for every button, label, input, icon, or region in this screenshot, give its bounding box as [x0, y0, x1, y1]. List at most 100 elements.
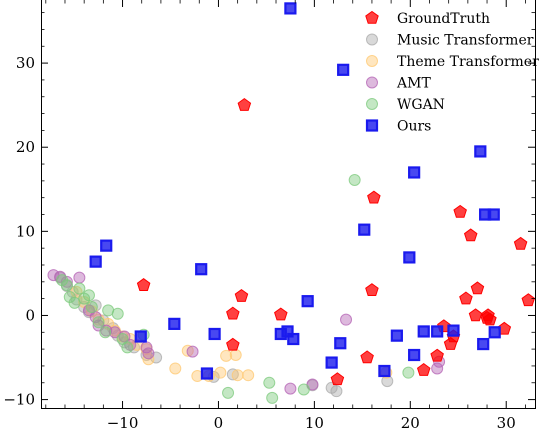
data-point-ours — [89, 255, 102, 268]
data-point-ours — [474, 145, 487, 158]
series-wgan — [56, 174, 415, 404]
data-point-ours — [325, 356, 338, 369]
data-point-theme-transformer — [242, 369, 255, 382]
legend-marker-ours — [365, 119, 379, 132]
x-tick-label: 10 — [305, 414, 324, 432]
data-point-amt — [284, 382, 297, 395]
data-point-ours — [301, 295, 314, 308]
plot-frame — [41, 0, 536, 409]
legend-marker-theme-transformer — [366, 55, 378, 67]
data-point-ours — [479, 208, 492, 221]
data-point-wgan — [121, 341, 134, 354]
data-point-theme-transformer — [220, 349, 233, 362]
data-point-wgan — [297, 383, 310, 396]
data-point-wgan — [92, 316, 105, 329]
legend-item-ours: Ours — [365, 119, 431, 135]
data-point-groundtruth — [234, 289, 249, 302]
data-point-theme-transformer — [214, 366, 227, 379]
data-point-ours — [100, 239, 113, 252]
data-point-amt — [340, 313, 353, 326]
data-point-ours — [408, 348, 421, 362]
data-point-groundtruth — [430, 348, 444, 362]
data-point-groundtruth — [360, 350, 374, 364]
data-point-groundtruth — [365, 283, 379, 296]
legend-item-amt: AMT — [366, 76, 431, 92]
data-point-wgan — [263, 376, 276, 389]
data-point-music-transformer — [330, 385, 343, 398]
data-point-groundtruth — [497, 321, 512, 335]
data-point-groundtruth — [481, 308, 495, 322]
data-point-groundtruth — [274, 307, 288, 321]
legend-item-theme-transformer: Theme Transformer — [366, 54, 539, 70]
data-point-wgan — [222, 386, 235, 399]
data-point-ours — [168, 317, 181, 330]
data-point-ours — [200, 367, 214, 380]
data-point-wgan — [60, 279, 73, 292]
data-point-groundtruth — [470, 281, 485, 295]
data-point-music-transformer — [226, 368, 239, 381]
legend-marker-wgan — [366, 98, 378, 110]
ticks-layer: −10 0 10 20 30 −10 0 10 20 30 — [3, 0, 535, 432]
series-groundtruth — [136, 98, 536, 386]
data-point-groundtruth — [453, 204, 467, 218]
series-ours — [89, 2, 501, 380]
data-point-wgan — [266, 391, 279, 404]
data-point-groundtruth — [521, 293, 536, 307]
y-tick-label: 20 — [16, 138, 35, 156]
data-point-ours — [287, 332, 300, 346]
y-tick-label: 0 — [25, 306, 35, 324]
data-point-amt — [140, 341, 153, 354]
data-point-wgan — [402, 366, 415, 379]
data-point-ours — [358, 223, 371, 236]
x-tick-label: 0 — [214, 414, 224, 432]
y-tick-label: −10 — [3, 391, 35, 409]
data-point-groundtruth — [443, 336, 458, 350]
data-point-theme-transformer — [169, 362, 182, 375]
data-point-groundtruth — [367, 190, 381, 204]
data-point-ours — [477, 337, 490, 351]
data-point-groundtruth — [468, 308, 483, 322]
data-point-ours — [208, 327, 221, 341]
data-point-groundtruth — [226, 337, 240, 351]
legend-label-ours: Ours — [397, 119, 431, 135]
legend-label-music-transformer: Music Transformer — [397, 33, 534, 49]
data-point-theme-transformer — [181, 344, 194, 357]
data-point-theme-transformer — [231, 369, 244, 382]
legend-item-music-transformer: Music Transformer — [366, 33, 534, 49]
data-point-ours — [488, 326, 501, 339]
data-point-wgan — [82, 289, 95, 302]
legend-marker-groundtruth — [365, 10, 379, 24]
data-point-ours — [447, 324, 460, 337]
data-point-ours — [417, 325, 430, 338]
legend-label-wgan: WGAN — [397, 97, 445, 113]
legend-label-amt: AMT — [396, 76, 431, 92]
legend-marker-amt — [366, 76, 378, 89]
data-point-amt — [186, 345, 199, 358]
data-point-wgan — [348, 174, 361, 187]
y-tick-label: 10 — [16, 222, 35, 240]
data-point-ours — [403, 251, 416, 264]
data-point-theme-transformer — [229, 349, 242, 362]
data-point-ours — [337, 63, 350, 76]
data-point-ours — [284, 2, 297, 15]
data-point-amt — [431, 362, 444, 375]
data-point-ours — [378, 364, 391, 378]
data-point-groundtruth — [459, 291, 473, 305]
data-point-amt — [73, 271, 86, 284]
data-point-wgan — [111, 307, 124, 320]
data-point-groundtruth — [226, 306, 240, 320]
data-point-ours — [195, 263, 208, 276]
data-point-ours — [134, 330, 147, 343]
legend-label-theme-transformer: Theme Transformer — [397, 54, 539, 70]
data-point-groundtruth — [416, 363, 431, 376]
legend: GroundTruth Music Transformer Theme Transf… — [365, 10, 539, 135]
data-point-ours — [334, 337, 347, 350]
data-point-groundtruth — [330, 372, 345, 386]
data-point-ours — [408, 166, 421, 179]
legend-marker-music-transformer — [366, 33, 378, 46]
data-point-groundtruth — [136, 278, 151, 291]
legend-label-groundtruth: GroundTruth — [397, 11, 490, 27]
points-layer — [47, 2, 536, 404]
y-tick-label: 30 — [16, 54, 35, 72]
